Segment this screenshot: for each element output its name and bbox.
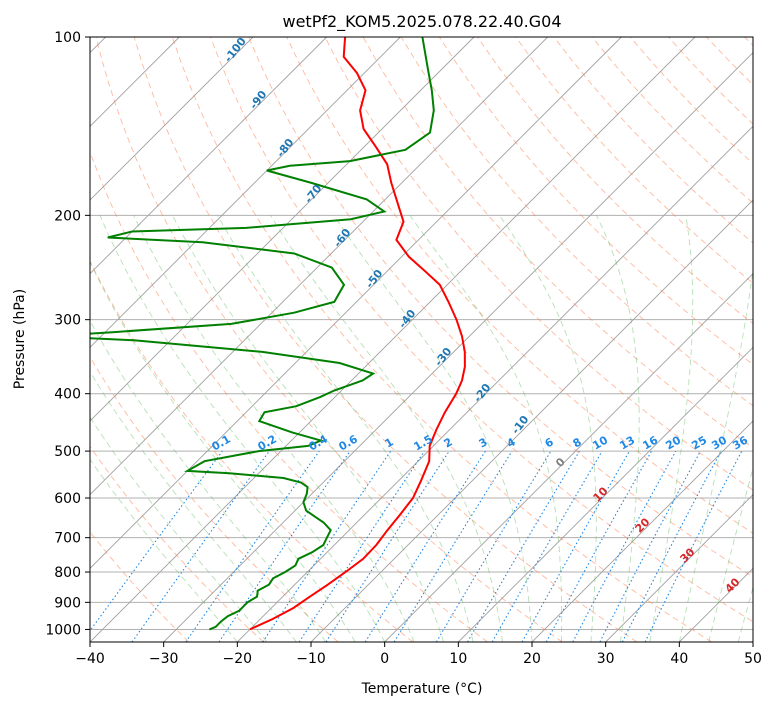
isotherm-line	[90, 37, 696, 642]
moist-adiabat-line	[90, 458, 238, 642]
chart-title: wetPf2_KOM5.2025.078.22.40.G04	[282, 12, 561, 32]
x-tick-label: −30	[149, 651, 179, 667]
dry-adiabat-line	[90, 445, 264, 642]
moist-adiabat-line	[172, 215, 445, 642]
mixing-ratio-line	[545, 450, 653, 642]
isotherm-line	[90, 37, 475, 422]
y-tick-label: 200	[54, 208, 81, 224]
temperature-line	[249, 37, 466, 631]
x-tick-label: 10	[449, 651, 467, 667]
moist-adiabat-line	[678, 266, 753, 642]
dry-adiabat-line	[286, 37, 753, 534]
mixing-ratio-line	[521, 450, 630, 642]
y-tick-label: 300	[54, 313, 81, 329]
x-tick-label: 50	[744, 651, 762, 667]
moist-adiabat-line	[90, 370, 297, 642]
moist-adiabat-line	[270, 215, 503, 642]
mixing-ratio-line	[325, 450, 450, 642]
isotherm-line	[90, 37, 327, 275]
isotherm-line	[90, 37, 622, 569]
isotherm-line	[237, 125, 753, 642]
x-tick-label: 0	[380, 651, 389, 667]
x-tick-label: −40	[75, 651, 105, 667]
x-tick-label: −10	[296, 651, 326, 667]
isotherm-line	[531, 420, 753, 642]
y-tick-label: 1000	[45, 622, 81, 638]
y-tick-label: 400	[54, 387, 81, 403]
isotherm-line	[163, 52, 753, 642]
dry-adiabat-line	[133, 37, 638, 642]
y-tick-label: 500	[54, 444, 81, 460]
y-tick-label: 900	[54, 595, 81, 611]
x-axis-ticks: −40 −30 −20 −10 0 10 20 30 40 50	[75, 642, 762, 667]
y-axis-ticks: 100 200 300 400 500 600 700 800 900 1000	[45, 30, 90, 638]
dry-adiabat-line	[210, 37, 753, 623]
moist-adiabat-line	[90, 416, 268, 642]
mixing-ratio-line	[185, 450, 320, 642]
mixing-ratio-line	[218, 450, 351, 642]
plot-background	[90, 37, 753, 642]
dry-adiabat-line	[90, 356, 339, 642]
dry-adiabat-line	[90, 259, 414, 642]
dry-adiabat-line	[248, 37, 753, 578]
isotherm-line	[90, 37, 254, 201]
moist-adiabat-line	[217, 215, 474, 642]
moist-adiabat-line	[409, 215, 563, 642]
y-tick-label: 800	[54, 565, 81, 581]
x-tick-label: 30	[597, 651, 615, 667]
mixing-ratio-line	[262, 450, 392, 642]
x-axis-label: Temperature (°C)	[361, 681, 483, 697]
isotherm-line	[458, 346, 753, 642]
x-tick-label: −20	[223, 651, 253, 667]
moist-adiabat-line	[596, 215, 640, 642]
x-tick-label: 40	[670, 651, 688, 667]
mixing-ratio-line	[298, 450, 425, 642]
y-tick-label: 100	[54, 30, 81, 46]
mixing-ratio-line	[90, 450, 223, 632]
isotherm-line	[752, 641, 753, 642]
y-tick-label: 700	[54, 531, 81, 547]
profile-series	[90, 37, 466, 631]
mixing-ratio-line	[644, 450, 743, 642]
plot-frame	[89, 36, 754, 643]
isotherm-line	[384, 273, 753, 642]
moist-adiabat-line	[99, 215, 386, 642]
moist-adiabat-line	[133, 215, 415, 642]
y-axis-label: Pressure (hPa)	[12, 289, 28, 389]
moist-adiabat-line	[649, 215, 694, 642]
isotherm-line	[90, 37, 548, 496]
background-lines	[90, 37, 753, 642]
dry-adiabat-line	[95, 37, 563, 642]
moist-adiabat-line	[90, 260, 356, 642]
moist-adiabat-line	[333, 215, 533, 642]
dry-adiabat-line	[515, 37, 753, 284]
x-tick-label: 20	[523, 651, 541, 667]
mixing-ratio-line	[131, 450, 270, 642]
isotherm-line	[605, 494, 753, 642]
y-tick-label: 600	[54, 491, 81, 507]
dry-adiabat-line	[324, 37, 753, 491]
mixing-ratio-line	[572, 450, 677, 642]
dewpoint-line	[90, 37, 435, 631]
dry-adiabat-line	[171, 37, 712, 642]
mixing-ratio-line	[393, 450, 513, 642]
